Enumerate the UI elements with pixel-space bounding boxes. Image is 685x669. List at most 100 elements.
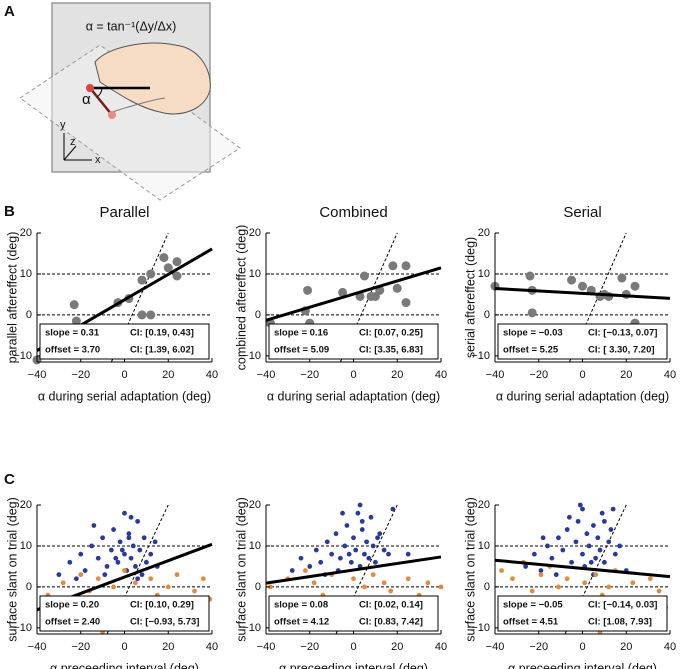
point	[95, 576, 101, 582]
point	[523, 564, 529, 569]
y-tick-label: 10	[249, 540, 261, 552]
point	[351, 576, 356, 582]
point	[115, 559, 121, 565]
point	[192, 588, 197, 594]
point	[366, 555, 372, 561]
x-axis-label: α during serial adaptation (deg)	[496, 389, 669, 403]
point	[577, 502, 583, 508]
point	[586, 543, 592, 549]
point	[370, 543, 376, 549]
y-tick-label: 0	[255, 309, 261, 321]
y-tick-label: 0	[255, 581, 261, 593]
y-tick-label: 20	[249, 499, 261, 511]
point	[311, 580, 317, 586]
point	[612, 551, 618, 557]
y-axis-label: surface slant on trial (deg)	[5, 497, 19, 642]
point	[540, 535, 546, 541]
point	[527, 308, 537, 318]
chart: Combined α during serial adaptation (deg)…	[234, 204, 447, 403]
point	[111, 527, 116, 532]
point	[353, 547, 359, 553]
point	[104, 564, 110, 569]
point	[146, 269, 156, 279]
panel-label: A	[4, 3, 15, 20]
y-tick-label: −10	[471, 350, 490, 362]
point	[560, 547, 566, 553]
point	[368, 514, 374, 520]
point	[340, 510, 345, 516]
point	[333, 531, 339, 537]
x-axis-label: α preceeding interval (deg)	[279, 661, 428, 669]
point	[307, 564, 313, 569]
x-tick-label: −20	[529, 641, 548, 653]
point	[338, 287, 348, 297]
x-tick-label: −20	[300, 641, 319, 653]
point	[388, 261, 398, 271]
point	[381, 547, 387, 553]
y-tick-label: 0	[484, 309, 490, 321]
point	[545, 543, 550, 549]
point	[355, 510, 361, 516]
point	[538, 572, 544, 578]
point	[575, 518, 581, 524]
y-tick-label: −10	[13, 622, 32, 634]
stats-text: offset = 4.12	[274, 617, 329, 628]
reference-line	[106, 504, 169, 635]
y-tick-label: 20	[249, 227, 261, 239]
point	[359, 518, 365, 524]
y-tick-label: 0	[26, 581, 32, 593]
point	[200, 576, 206, 582]
point	[608, 527, 614, 532]
x-tick-label: −40	[28, 641, 47, 653]
stats-box	[497, 323, 668, 360]
point	[67, 559, 73, 565]
x-tick-label: 20	[391, 641, 403, 653]
stats-box	[268, 323, 439, 360]
point	[126, 535, 132, 541]
point	[510, 576, 515, 582]
point	[82, 568, 88, 573]
x-tick-label: 20	[162, 369, 174, 381]
point	[135, 576, 141, 582]
point	[313, 547, 319, 553]
point	[580, 506, 585, 512]
point	[348, 559, 354, 565]
x-axis-label: α during serial adaptation (deg)	[38, 389, 211, 403]
chart-title: Combined	[319, 204, 387, 221]
y-tick-label: 20	[20, 499, 32, 511]
y-tick-label: 0	[26, 309, 32, 321]
point	[593, 555, 599, 561]
stats-box	[39, 595, 210, 632]
x-tick-label: 20	[391, 369, 403, 381]
stats-text: CI: [−0.13, 0.07]	[588, 328, 657, 339]
point	[617, 543, 623, 549]
stats-text: offset = 3.70	[45, 345, 100, 356]
fingertip	[108, 111, 116, 119]
point	[73, 576, 79, 582]
point	[89, 543, 95, 549]
point	[529, 588, 535, 594]
point	[359, 271, 369, 281]
point	[538, 568, 544, 573]
illustration: α α = tan⁻¹(Δy/Δx) y z x	[19, 2, 241, 201]
point	[556, 535, 561, 541]
point	[364, 539, 370, 545]
point	[531, 551, 537, 557]
point	[553, 572, 559, 578]
point	[595, 535, 601, 541]
point	[119, 547, 125, 553]
point	[60, 580, 66, 586]
point	[133, 564, 138, 569]
y-tick-label: −10	[242, 350, 261, 362]
x-tick-label: −40	[28, 369, 47, 381]
point	[362, 584, 367, 590]
point	[375, 535, 380, 541]
point	[564, 576, 570, 582]
point	[405, 551, 411, 557]
point	[146, 310, 156, 320]
point	[111, 584, 116, 590]
x-tick-label: 40	[664, 641, 676, 653]
point	[591, 523, 596, 528]
point	[342, 543, 348, 549]
